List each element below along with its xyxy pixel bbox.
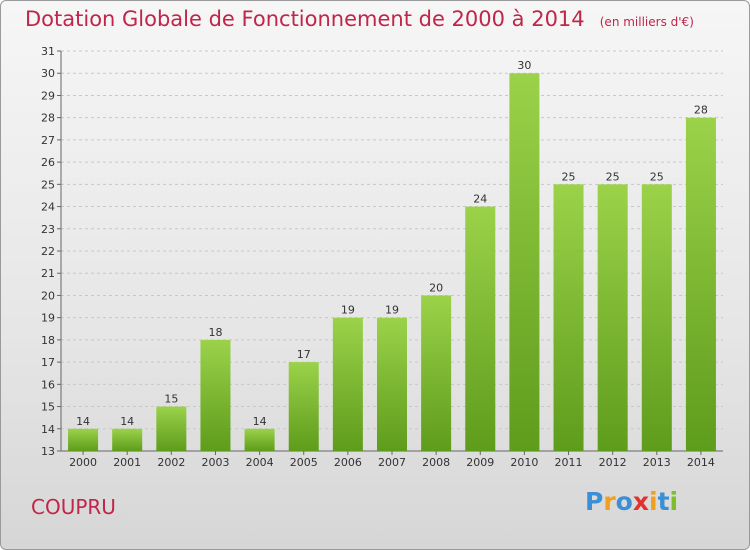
- x-tick-label: 2010: [510, 456, 538, 469]
- bar: [465, 206, 496, 451]
- y-tick-label: 25: [41, 178, 55, 191]
- x-tick-label: 2006: [334, 456, 362, 469]
- bar: [685, 117, 716, 452]
- y-tick-label: 31: [41, 45, 55, 58]
- bar-value-label: 17: [297, 348, 311, 361]
- x-tick-label: 2003: [201, 456, 229, 469]
- bar: [421, 295, 452, 451]
- brand-logo[interactable]: Proxiti: [585, 487, 678, 516]
- brand-letter: i: [669, 487, 679, 516]
- bar: [112, 428, 143, 451]
- brand-letter: r: [603, 487, 616, 516]
- bar: [68, 428, 99, 451]
- commune-name: COUPRU: [31, 495, 116, 519]
- bar-value-label: 24: [473, 193, 487, 206]
- y-tick-label: 23: [41, 223, 55, 236]
- y-tick-label: 19: [41, 312, 55, 325]
- brand-letter: i: [649, 487, 658, 516]
- bar-value-label: 25: [562, 170, 576, 183]
- bar: [641, 184, 672, 452]
- y-tick-label: 17: [41, 356, 55, 369]
- y-tick-label: 21: [41, 267, 55, 280]
- chart-title: Dotation Globale de Fonctionnement de 20…: [25, 7, 585, 31]
- x-tick-label: 2008: [422, 456, 450, 469]
- y-tick-label: 15: [41, 401, 55, 414]
- bar: [332, 317, 363, 451]
- bar: [288, 362, 319, 451]
- y-tick-label: 28: [41, 112, 55, 125]
- bar-value-label: 20: [429, 281, 443, 294]
- bar-value-label: 14: [253, 415, 267, 428]
- brand-letter: P: [585, 487, 604, 516]
- brand-letter: x: [632, 487, 649, 516]
- y-tick-label: 16: [41, 378, 55, 391]
- x-tick-label: 2002: [157, 456, 185, 469]
- x-tick-label: 2004: [246, 456, 274, 469]
- bar-value-label: 19: [385, 304, 399, 317]
- bar-value-label: 19: [341, 304, 355, 317]
- x-tick-label: 2000: [69, 456, 97, 469]
- x-tick-label: 2009: [466, 456, 494, 469]
- bar: [156, 406, 187, 451]
- bar: [553, 184, 584, 452]
- bar-value-label: 14: [120, 415, 134, 428]
- y-tick-label: 14: [41, 423, 55, 436]
- y-tick-label: 29: [41, 89, 55, 102]
- bar: [200, 339, 231, 451]
- y-tick-label: 20: [41, 289, 55, 302]
- x-tick-label: 2014: [687, 456, 715, 469]
- bar-value-label: 30: [517, 59, 531, 72]
- y-tick-label: 30: [41, 67, 55, 80]
- bar: [597, 184, 628, 452]
- x-tick-label: 2013: [643, 456, 671, 469]
- x-tick-label: 2011: [555, 456, 583, 469]
- x-tick-label: 2005: [290, 456, 318, 469]
- bar-value-label: 15: [164, 393, 178, 406]
- bar-value-label: 25: [606, 170, 620, 183]
- bar: [509, 73, 540, 451]
- title-row: Dotation Globale de Fonctionnement de 20…: [25, 7, 694, 31]
- x-tick-label: 2007: [378, 456, 406, 469]
- bar: [244, 428, 275, 451]
- y-tick-label: 27: [41, 134, 55, 147]
- brand-letter: t: [657, 487, 670, 516]
- x-tick-label: 2012: [599, 456, 627, 469]
- chart-subtitle: (en milliers d'€): [599, 15, 694, 29]
- y-tick-label: 13: [41, 445, 55, 458]
- y-tick-label: 18: [41, 334, 55, 347]
- bar-value-label: 14: [76, 415, 90, 428]
- bar-value-label: 18: [208, 326, 222, 339]
- y-tick-label: 24: [41, 201, 55, 214]
- x-tick-label: 2001: [113, 456, 141, 469]
- y-tick-label: 26: [41, 156, 55, 169]
- bar: [376, 317, 408, 451]
- bar-value-label: 28: [694, 104, 708, 117]
- brand-letter: o: [615, 487, 633, 516]
- y-tick-label: 22: [41, 245, 55, 258]
- bar-value-label: 25: [650, 170, 664, 183]
